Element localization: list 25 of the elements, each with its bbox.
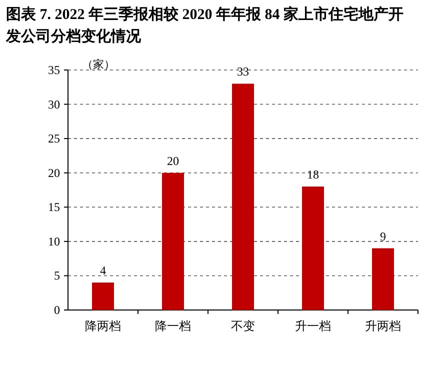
y-tick-label: 25 bbox=[48, 132, 60, 146]
bar bbox=[302, 186, 324, 310]
bar bbox=[232, 84, 254, 310]
data-label: 4 bbox=[100, 264, 106, 278]
x-tick-label: 降两档 bbox=[85, 319, 121, 333]
data-label: 33 bbox=[237, 64, 249, 79]
bar bbox=[162, 172, 184, 310]
x-tick-label: 升两档 bbox=[365, 319, 401, 333]
y-tick-label: 35 bbox=[48, 63, 60, 77]
y-tick-label: 0 bbox=[54, 303, 60, 317]
x-tick-label: 不变 bbox=[231, 319, 255, 333]
chart-title: 图表 7. 2022 年三季报相较 2020 年年报 84 家上市住宅地产开发公司分档变化情况 bbox=[6, 5, 404, 47]
y-axis-title: （家） bbox=[82, 58, 115, 71]
y-tick-label: 20 bbox=[48, 166, 60, 180]
y-tick-label: 30 bbox=[48, 97, 60, 112]
data-label: 9 bbox=[380, 229, 386, 244]
data-label: 20 bbox=[167, 154, 179, 168]
bar bbox=[372, 248, 394, 310]
y-tick-label: 10 bbox=[48, 234, 60, 248]
x-tick-label: 降一档 bbox=[155, 319, 191, 333]
data-label: 18 bbox=[307, 168, 319, 182]
bar bbox=[92, 282, 114, 310]
x-tick-label: 升一档 bbox=[295, 319, 331, 333]
y-tick-label: 15 bbox=[48, 200, 60, 214]
y-tick-label: 5 bbox=[54, 268, 60, 283]
